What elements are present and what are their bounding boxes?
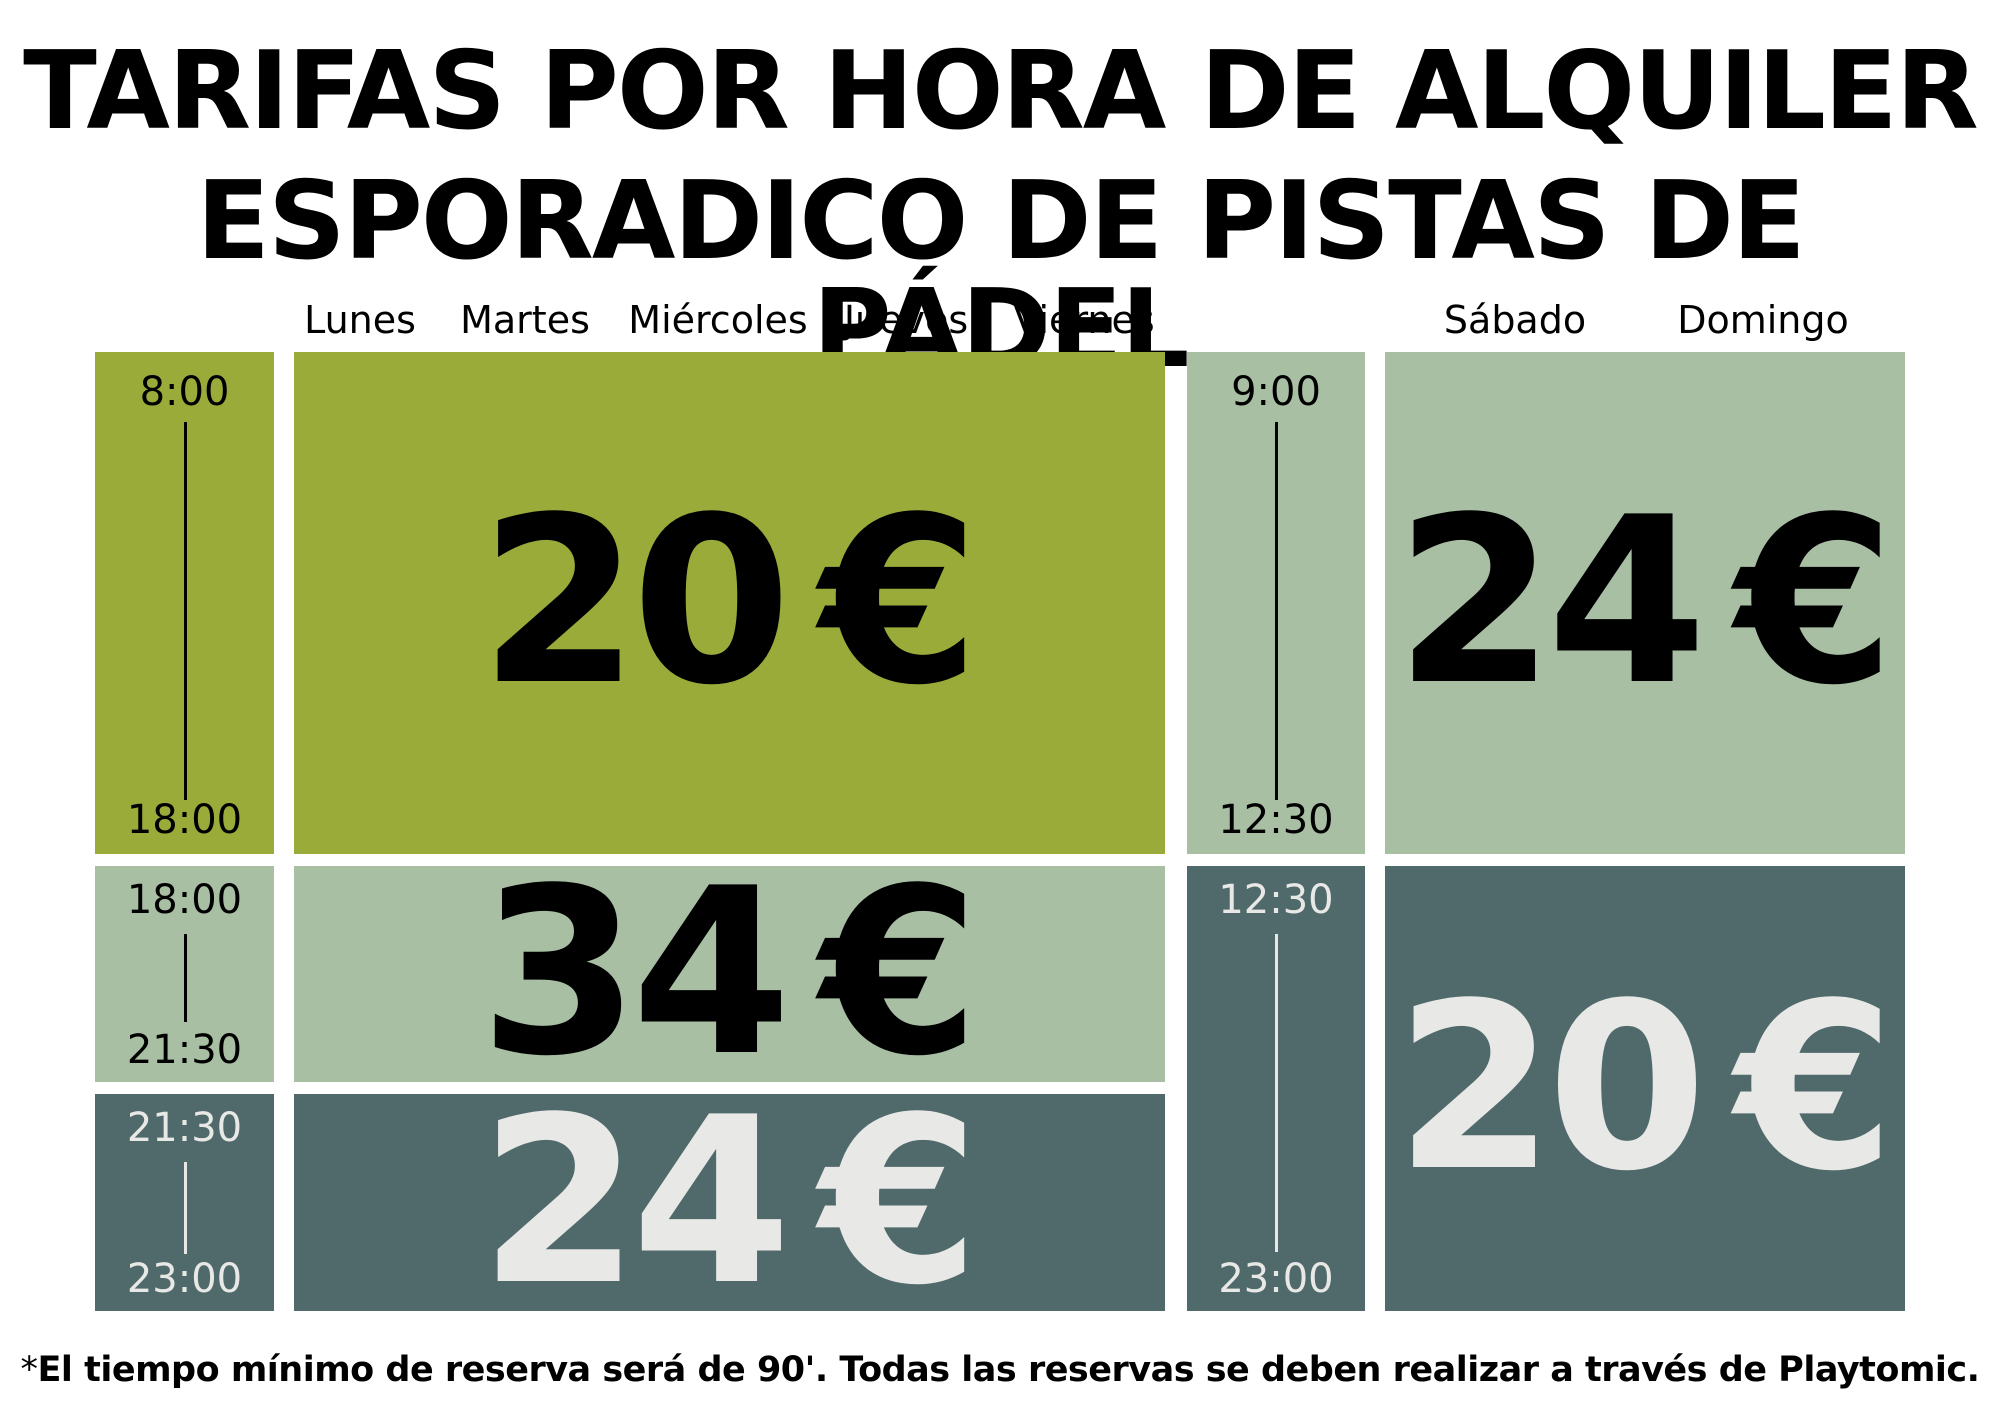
time-range-line xyxy=(183,934,187,1022)
weekend-slot1-price: 24 xyxy=(1394,469,1707,736)
day-friday: Viernes xyxy=(1013,298,1155,342)
weekend-slot2-time: 12:30 23:00 xyxy=(1187,866,1365,1311)
euro-symbol: € xyxy=(819,1068,980,1336)
euro-symbol: € xyxy=(819,840,980,1107)
day-tuesday: Martes xyxy=(460,298,590,342)
page-title-line2: ESPORADICO DE PISTAS DE PÁDEL xyxy=(196,159,1806,392)
weekend-slot2-start: 12:30 xyxy=(1218,877,1334,923)
weekday-slot1-price-block: 20 € xyxy=(294,352,1165,854)
footnote: *El tiempo mínimo de reserva será de 90'… xyxy=(0,1350,2000,1390)
time-range-line xyxy=(183,1162,187,1254)
weekday-slot3-time: 21:30 23:00 xyxy=(95,1094,274,1311)
weekday-slot2-price-block: 34 € xyxy=(294,859,1165,1089)
page-title-line1: TARIFAS POR HORA DE ALQUILER xyxy=(23,29,1979,154)
time-range-line xyxy=(1275,934,1278,1252)
weekday-slot3-price: 24 xyxy=(479,1068,791,1336)
weekend-slot2-price: 20 xyxy=(1394,954,1707,1222)
weekend-slot2-end: 23:00 xyxy=(1218,1256,1334,1302)
day-thursday: Jueves xyxy=(843,298,969,342)
time-range-line xyxy=(183,422,187,800)
euro-symbol: € xyxy=(1735,954,1896,1222)
day-monday: Lunes xyxy=(304,298,416,342)
weekday-slot3-start: 21:30 xyxy=(126,1105,243,1151)
weekday-slot3-price-block: 24 € xyxy=(294,1087,1165,1317)
weekend-slot1-end: 12:30 xyxy=(1218,797,1334,843)
weekday-slot1-time: 8:00 18:00 xyxy=(95,352,274,854)
weekend-slot1-price-block: 24 € xyxy=(1385,352,1905,854)
footnote-text: El tiempo mínimo de reserva será de 90'.… xyxy=(37,1350,1980,1390)
weekday-slot1-end: 18:00 xyxy=(126,797,243,843)
time-range-line xyxy=(1275,422,1278,800)
day-wednesday: Miércoles xyxy=(628,298,808,342)
weekday-slot2-time: 18:00 21:30 xyxy=(95,866,274,1082)
euro-symbol: € xyxy=(819,469,980,736)
weekend-slot1-time: 9:00 12:30 xyxy=(1187,352,1365,854)
weekend-slot1-start: 9:00 xyxy=(1231,369,1321,415)
weekday-slot2-end: 21:30 xyxy=(126,1027,243,1073)
weekday-slot3-end: 23:00 xyxy=(126,1256,243,1302)
weekday-slot2-start: 18:00 xyxy=(126,877,243,923)
weekday-slot2-price: 34 xyxy=(479,840,791,1107)
day-sunday: Domingo xyxy=(1677,298,1849,342)
weekend-slot2-price-block: 20 € xyxy=(1385,866,1905,1311)
footnote-asterisk: * xyxy=(20,1350,39,1390)
euro-symbol: € xyxy=(1735,469,1896,736)
day-saturday: Sábado xyxy=(1443,298,1587,342)
weekday-slot1-price: 20 xyxy=(479,469,791,736)
weekday-slot1-start: 8:00 xyxy=(139,369,230,415)
